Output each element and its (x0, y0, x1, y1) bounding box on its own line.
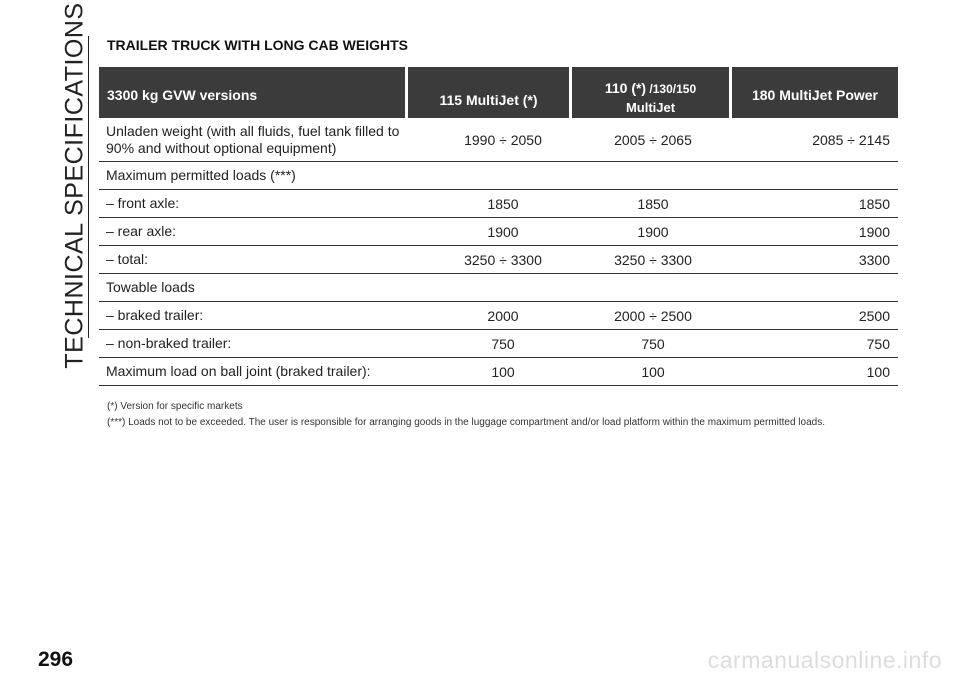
table-row-front-axle: – front axle: 1850 1850 1850 (99, 190, 898, 218)
footnotes: (*) Version for specific markets (***) L… (107, 399, 825, 431)
row-value-110: 750 (641, 335, 665, 352)
row-label: – rear axle: (106, 223, 177, 239)
row-value-110: 3250 ÷ 3300 (614, 251, 692, 268)
row-value-115: 1850 (487, 195, 519, 212)
row-value-115: 1900 (487, 223, 519, 240)
row-label: – front axle: (106, 195, 180, 211)
header-130-150-label: /130/150 (646, 82, 697, 96)
row-value-180: 1900 (858, 223, 890, 240)
weights-table: 3300 kg GVW versions 115 MultiJet (*) 11… (99, 67, 898, 386)
table-row-ball-joint-load: Maximum load on ball joint (braked trail… (99, 358, 898, 386)
row-label: Maximum permitted loads (***) (106, 167, 296, 183)
row-value-115: 2000 (487, 307, 519, 324)
footnote-specific-markets: (*) Version for specific markets (107, 401, 243, 412)
row-label-line-2: 90% and without optional equipment) (106, 139, 337, 156)
row-value-115: 750 (491, 335, 515, 352)
header-180-multijet-power: 180 MultiJet Power (732, 67, 898, 118)
row-label: – non-braked trailer: (106, 335, 232, 351)
row-label: Unladen weight (with all fluids, fuel ta… (99, 123, 433, 157)
row-value-180: 100 (866, 363, 890, 380)
header-versions: 3300 kg GVW versions (99, 67, 405, 118)
table-header: 3300 kg GVW versions 115 MultiJet (*) 11… (99, 67, 898, 118)
row-value-180: 2085 ÷ 2145 (812, 131, 890, 148)
header-110-130-150-multijet: 110 (*) /130/150 MultiJet (572, 67, 729, 118)
row-value-115: 100 (491, 363, 515, 380)
row-label: Maximum load on ball joint (braked trail… (106, 363, 371, 379)
sidebar-divider (88, 36, 89, 338)
row-value-180: 2500 (858, 307, 890, 324)
row-label: Towable loads (106, 279, 195, 295)
header-110-label: 110 (*) (604, 80, 647, 96)
header-multijet-label: MultiJet (625, 100, 676, 115)
row-value-110: 1850 (637, 195, 669, 212)
row-value-180: 1850 (858, 195, 890, 212)
table-row-max-permitted-loads: Maximum permitted loads (***) (99, 162, 898, 190)
watermark: carmanualsonline.info (707, 647, 942, 673)
header-115-multijet: 115 MultiJet (*) (408, 67, 569, 118)
footnote-max-loads: (***) Loads not to be exceeded. The user… (107, 417, 825, 428)
table-row-braked-trailer: – braked trailer: 2000 2000 ÷ 2500 2500 (99, 302, 898, 330)
sidebar-section-title: TECHNICAL SPECIFICATIONS (55, 2, 95, 368)
sidebar-section-label: TECHNICAL SPECIFICATIONS (60, 1, 89, 369)
table-row-towable-loads: Towable loads (99, 274, 898, 302)
table-row-unladen-weight: Unladen weight (with all fluids, fuel ta… (99, 118, 898, 162)
table-row-non-braked-trailer: – non-braked trailer: 750 750 750 (99, 330, 898, 358)
table-row-total: – total: 3250 ÷ 3300 3250 ÷ 3300 3300 (99, 246, 898, 274)
row-value-110: 2000 ÷ 2500 (614, 307, 692, 324)
row-value-110: 2005 ÷ 2065 (614, 131, 692, 148)
row-label-line-1: Unladen weight (with all fluids, fuel ta… (106, 122, 400, 139)
row-value-115: 1990 ÷ 2050 (464, 131, 542, 148)
row-label: – braked trailer: (106, 307, 204, 323)
page-title: TRAILER TRUCK WITH LONG CAB WEIGHTS (107, 37, 408, 53)
row-value-180: 3300 (858, 251, 890, 268)
page-number: 296 (38, 648, 74, 671)
row-value-115: 3250 ÷ 3300 (464, 251, 542, 268)
row-value-110: 1900 (637, 223, 669, 240)
row-label: – total: (106, 251, 149, 267)
table-row-rear-axle: – rear axle: 1900 1900 1900 (99, 218, 898, 246)
row-value-110: 100 (641, 363, 665, 380)
row-value-180: 750 (866, 335, 890, 352)
